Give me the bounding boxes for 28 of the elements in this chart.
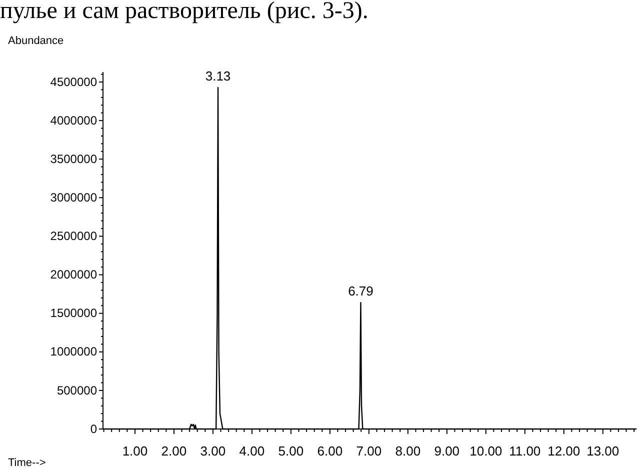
x-tick-label: 3.00 xyxy=(200,444,226,458)
y-tick-label: 4500000 xyxy=(50,74,98,89)
x-tick-label: 11.00 xyxy=(509,444,541,458)
x-tick-label: 5.00 xyxy=(278,444,304,458)
y-tick-label: 2000000 xyxy=(50,268,98,282)
x-tick-label: 2.00 xyxy=(161,444,187,458)
y-tick-label: 500000 xyxy=(56,383,98,398)
annotation: 3.13 xyxy=(205,68,231,84)
x-tick-label: 1.00 xyxy=(122,444,148,458)
x-axis-title: Time--> xyxy=(8,457,46,469)
x-tick-label: 6.00 xyxy=(317,444,343,458)
annotation: 6.79 xyxy=(348,284,374,299)
x-tick-label: 8.00 xyxy=(395,444,421,458)
x-tick-label: 12.00 xyxy=(548,444,580,458)
x-tick-label: 9.00 xyxy=(434,444,460,458)
x-tick-label: 13.00 xyxy=(586,444,620,458)
y-tick-label: 4000000 xyxy=(50,113,98,128)
y-axis-title: Abundance xyxy=(8,35,64,47)
y-tick-label: 0 xyxy=(90,422,98,436)
text: пулье и сам растворитель (рис. 3-3). xyxy=(0,0,368,24)
x-tick-label: 4.00 xyxy=(239,444,265,458)
y-tick-label: 1000000 xyxy=(50,344,98,359)
y-tick-label: 1500000 xyxy=(50,306,98,320)
y-tick-label: 3500000 xyxy=(50,152,98,166)
x-tick-label: 7.00 xyxy=(356,444,382,458)
y-tick-label: 2500000 xyxy=(50,229,98,244)
x-tick-label: 10.00 xyxy=(470,444,502,458)
y-tick-label: 3000000 xyxy=(50,190,98,205)
